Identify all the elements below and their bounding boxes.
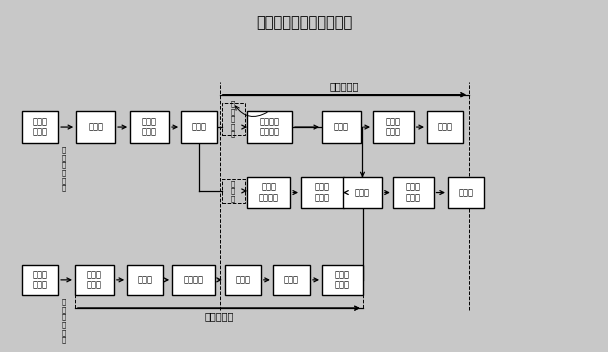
Text: 工
業
用
水
道: 工 業 用 水 道 [231,100,235,138]
Text: 上
水
道: 上 水 道 [231,180,235,202]
FancyArrowPatch shape [235,106,267,117]
Text: 沈砂池: 沈砂池 [88,122,103,132]
Text: 導　水
ポンプ: 導 水 ポンプ [142,117,157,137]
FancyBboxPatch shape [22,264,58,295]
Text: 使用者: 使用者 [458,188,474,197]
Text: 取　水
ポンプ: 取 水 ポンプ [87,270,102,290]
Text: 多
摩
川
表
流
水: 多 摩 川 表 流 水 [62,298,66,343]
FancyBboxPatch shape [130,111,169,143]
FancyBboxPatch shape [448,177,484,208]
FancyBboxPatch shape [225,264,261,295]
Text: 着水井: 着水井 [137,275,153,284]
Text: 工業用水道の水処理工程: 工業用水道の水処理工程 [256,15,352,31]
Text: 調　布
取水堰: 調 布 取水堰 [33,270,47,290]
Text: ろ過塔: ろ過塔 [235,275,250,284]
FancyBboxPatch shape [427,111,463,143]
Text: 三国浄水場: 三国浄水場 [330,81,359,91]
Text: 傾斜板
沈でん池: 傾斜板 沈でん池 [258,183,278,202]
FancyBboxPatch shape [322,111,361,143]
Text: 沈でん池: 沈でん池 [184,275,204,284]
FancyBboxPatch shape [343,177,382,208]
Text: 配　水
ポンプ: 配 水 ポンプ [386,117,401,137]
Text: 配　水
ポンプ: 配 水 ポンプ [406,183,421,202]
Text: 使用者: 使用者 [437,122,452,132]
Text: 集合井: 集合井 [284,275,299,284]
Text: 配水池: 配水池 [334,122,349,132]
FancyBboxPatch shape [273,264,310,295]
Text: 利
根
川
表
流
水: 利 根 川 表 流 水 [62,146,66,191]
FancyBboxPatch shape [22,111,58,143]
Text: 秋ケ瀬
取水堰: 秋ケ瀬 取水堰 [33,117,47,137]
Text: 玉川浄水場: 玉川浄水場 [204,312,233,321]
FancyBboxPatch shape [172,264,215,295]
FancyBboxPatch shape [322,264,363,295]
FancyBboxPatch shape [75,264,114,295]
FancyBboxPatch shape [393,177,434,208]
Text: 配水池: 配水池 [355,188,370,197]
Text: 高速凝集
沈でん池: 高速凝集 沈でん池 [260,117,280,137]
FancyBboxPatch shape [373,111,413,143]
FancyBboxPatch shape [301,177,344,208]
FancyBboxPatch shape [247,177,290,208]
FancyBboxPatch shape [247,111,292,143]
FancyBboxPatch shape [181,111,217,143]
Text: 送　水
ポンプ: 送 水 ポンプ [335,270,350,290]
Text: 着水井: 着水井 [192,122,207,132]
FancyBboxPatch shape [76,111,115,143]
Text: 急　速
ろ過池: 急 速 ろ過池 [315,183,330,202]
FancyBboxPatch shape [127,264,163,295]
